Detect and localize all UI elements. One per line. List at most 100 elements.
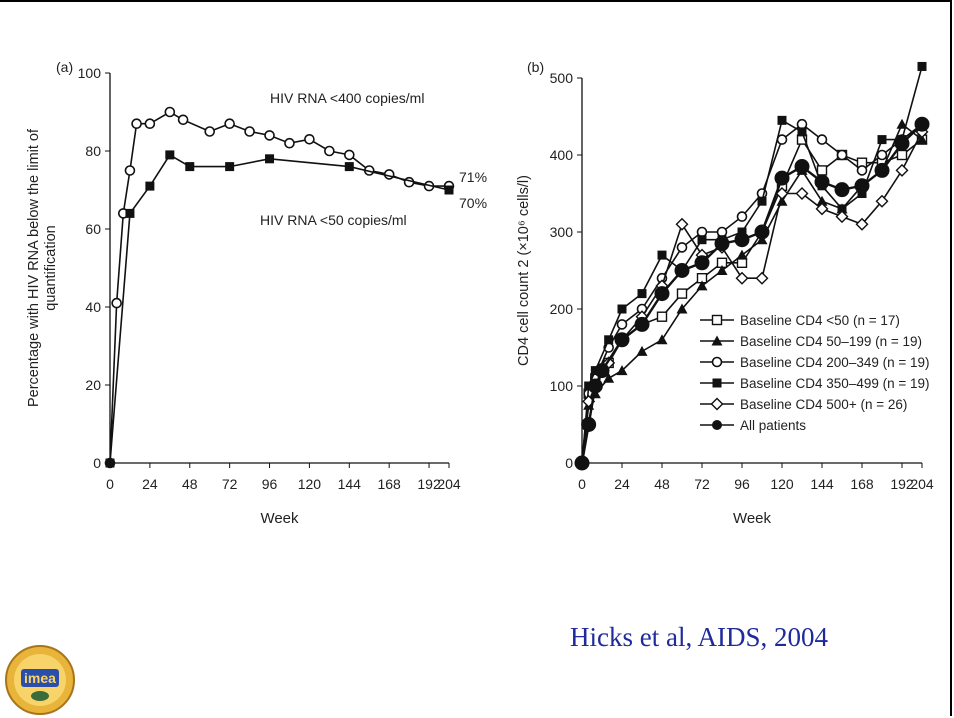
data-point [656, 311, 668, 322]
y-tick-label: 100 [550, 378, 574, 394]
series-line [581, 131, 923, 464]
data-point [794, 159, 810, 175]
data-point [716, 226, 728, 238]
x-tick-label: 0 [578, 476, 586, 492]
data-point [634, 316, 650, 332]
x-tick-label: 96 [262, 476, 278, 492]
data-point [105, 458, 115, 468]
data-point [111, 297, 122, 309]
data-point [617, 304, 627, 314]
series-2 [576, 118, 928, 469]
x-tick-label: 96 [734, 476, 750, 492]
y-tick-label: 0 [93, 455, 101, 471]
data-point [776, 134, 788, 145]
x-tick-label: 24 [614, 476, 630, 492]
x-tick-label: 48 [654, 476, 670, 492]
series-line [109, 153, 450, 464]
data-point [855, 217, 869, 231]
data-point [694, 255, 710, 271]
data-point [244, 126, 255, 137]
x-tick-label: 168 [377, 476, 401, 492]
data-point [614, 332, 630, 348]
legend-label: Baseline CD4 <50 (n = 17) [740, 313, 900, 328]
data-point [177, 114, 189, 126]
data-point [795, 187, 809, 200]
data-point [775, 187, 789, 200]
data-point [616, 319, 628, 330]
y-tick-label: 20 [85, 377, 101, 393]
data-point [676, 242, 688, 253]
data-point [737, 227, 747, 237]
x-axis-label: Week [733, 510, 772, 527]
data-point [125, 208, 135, 218]
series-line [581, 122, 923, 464]
x-tick-label: 48 [182, 476, 198, 492]
data-point [124, 165, 136, 176]
series-line [580, 123, 923, 464]
data-point [674, 263, 690, 278]
x-tick-label: 144 [338, 476, 362, 492]
data-point [581, 417, 597, 432]
panel-label: (b) [527, 59, 544, 75]
data-point [654, 286, 670, 302]
x-tick-label: 120 [770, 476, 794, 492]
data-point [594, 363, 610, 379]
legend-marker [711, 335, 723, 346]
data-point [574, 455, 590, 471]
data-point [224, 118, 235, 129]
data-point [164, 106, 176, 118]
y-axis-label: CD4 cell count 2 (×10⁶ cells/l) [516, 175, 532, 366]
data-point [835, 210, 849, 224]
data-point [697, 235, 707, 245]
data-point [264, 130, 275, 141]
series-line [581, 123, 923, 464]
data-point [304, 134, 315, 145]
data-point [587, 378, 603, 394]
data-point [736, 211, 748, 222]
data-point [917, 61, 927, 71]
series-5 [574, 116, 930, 471]
chart-panel-a: 0 24 48 72 96 120 144 168 192204020406080100(a)W… [26, 59, 487, 527]
data-point [675, 217, 689, 231]
y-tick-label: 60 [85, 221, 101, 237]
data-point [637, 289, 647, 299]
legend-marker [711, 314, 723, 326]
series-annotation: HIV RNA <50 copies/ml [260, 212, 407, 228]
y-tick-label: 0 [565, 455, 573, 471]
series-line [109, 111, 449, 464]
data-point [895, 163, 909, 177]
data-point [657, 250, 667, 260]
data-point [185, 162, 195, 172]
data-point [774, 170, 790, 186]
imea-logo: imea [4, 644, 76, 716]
data-point [816, 165, 828, 176]
data-point [131, 118, 142, 129]
end-value-label: 71% [459, 169, 487, 185]
data-point [834, 182, 850, 198]
legend-marker [712, 420, 722, 430]
data-point [676, 288, 688, 299]
data-point [736, 257, 748, 268]
data-point [754, 224, 770, 240]
data-point [676, 303, 688, 314]
x-tick-label: 192 [417, 476, 441, 492]
data-point [736, 249, 748, 260]
data-point [876, 149, 888, 161]
data-point [856, 165, 868, 176]
data-point [755, 271, 769, 285]
data-point [857, 189, 867, 198]
data-point [777, 115, 787, 125]
data-point [916, 134, 928, 145]
data-point [343, 149, 355, 161]
data-point [165, 150, 175, 160]
data-point [656, 334, 668, 345]
legend-label: Baseline CD4 50–199 (n = 19) [740, 334, 922, 349]
x-tick-label: 0 [106, 476, 114, 492]
legend-marker [710, 397, 724, 411]
data-point [444, 185, 454, 195]
y-tick-label: 200 [550, 301, 574, 317]
x-tick-label: 192 [890, 476, 914, 492]
